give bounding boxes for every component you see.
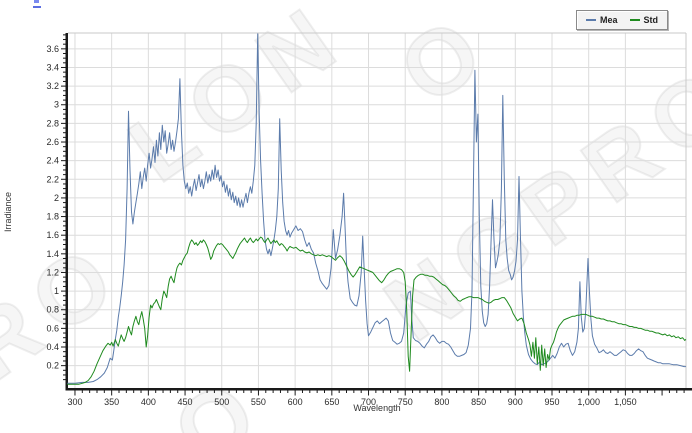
x-tick-label: 300 <box>67 397 82 407</box>
y-tick-label: 2.4 <box>46 156 59 166</box>
y-tick-label: 2.8 <box>46 118 59 128</box>
y-tick-label: 1.2 <box>46 267 59 277</box>
x-axis-title: Wavelength <box>353 403 401 413</box>
x-tick-label: 1,050 <box>614 397 637 407</box>
y-tick-label: 0.4 <box>46 342 59 352</box>
x-tick-label: 1,000 <box>577 397 600 407</box>
y-tick-label: 0.8 <box>46 305 59 315</box>
x-tick-label: 500 <box>214 397 229 407</box>
std-series-line <box>67 236 687 385</box>
y-tick-label: 3.6 <box>46 44 59 54</box>
y-tick-label: 3.4 <box>46 62 59 72</box>
y-axis-title: Irradiance <box>3 191 13 232</box>
legend-label-std: Std <box>643 15 659 25</box>
x-tick-label: 900 <box>508 397 523 407</box>
y-tick-label: 3 <box>54 100 59 110</box>
mea-series-swatch <box>586 19 596 21</box>
legend-item-std: Std <box>629 15 659 25</box>
y-tick-label: 1.8 <box>46 212 59 222</box>
y-axis-title-wrap: Irradiance <box>0 33 16 390</box>
y-axis-line <box>65 33 68 391</box>
link-icon[interactable] <box>33 0 41 8</box>
x-tick-label: 550 <box>251 397 266 407</box>
legend-label-mea: Mea <box>600 15 618 25</box>
x-tick-label: 450 <box>178 397 193 407</box>
x-tick-label: 800 <box>434 397 449 407</box>
y-tick-label: 3.2 <box>46 81 59 91</box>
x-tick-label: 400 <box>141 397 156 407</box>
x-tick-label: 850 <box>471 397 486 407</box>
legend: Mea Std <box>576 10 669 30</box>
y-tick-label: 0.2 <box>46 361 59 371</box>
legend-item-mea: Mea <box>586 15 618 25</box>
y-tick-label: 1 <box>54 286 59 296</box>
y-tick-label: 1.6 <box>46 230 59 240</box>
y-tick-label: 2.2 <box>46 174 59 184</box>
std-series-swatch <box>629 19 640 21</box>
mea-series-line <box>67 33 687 384</box>
x-tick-label: 750 <box>398 397 413 407</box>
y-tick-label: 2.6 <box>46 137 59 147</box>
x-tick-label: 650 <box>324 397 339 407</box>
y-tick-label: 1.4 <box>46 249 59 259</box>
y-tick-label: 2 <box>54 193 59 203</box>
x-tick-label: 700 <box>361 397 376 407</box>
x-tick-label: 950 <box>544 397 559 407</box>
x-tick-label: 350 <box>104 397 119 407</box>
x-tick-label: 600 <box>288 397 303 407</box>
y-tick-label: 0.6 <box>46 323 59 333</box>
x-axis-line <box>65 388 692 391</box>
